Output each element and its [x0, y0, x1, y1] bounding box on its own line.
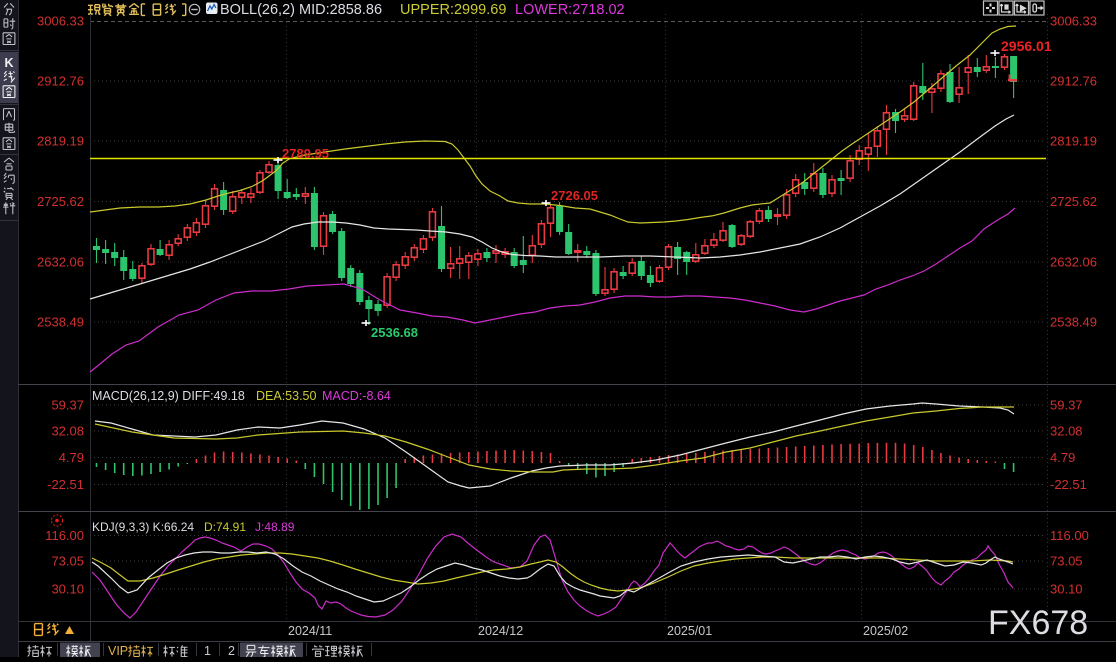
svg-text:2725.62: 2725.62 — [1050, 194, 1097, 209]
svg-text:30.10: 30.10 — [51, 582, 84, 597]
svg-text:116.00: 116.00 — [45, 528, 84, 543]
svg-text:2025/02: 2025/02 — [863, 624, 908, 638]
svg-text:2538.49: 2538.49 — [1050, 315, 1097, 330]
svg-text:2956.01: 2956.01 — [1001, 38, 1052, 54]
svg-text:FX678: FX678 — [988, 604, 1088, 642]
svg-text:2538.49: 2538.49 — [37, 315, 84, 330]
svg-text:4.79: 4.79 — [1050, 450, 1075, 465]
svg-text:DEA:53.50: DEA:53.50 — [256, 389, 317, 403]
svg-text:K: K — [4, 56, 13, 70]
svg-text:MACD:-8.64: MACD:-8.64 — [322, 389, 391, 403]
svg-text:2024/11: 2024/11 — [288, 624, 332, 638]
svg-text:73.05: 73.05 — [1050, 554, 1083, 569]
svg-text:2725.62: 2725.62 — [37, 194, 84, 209]
svg-text:32.08: 32.08 — [1050, 424, 1083, 439]
svg-text:BOLL(26,2) MID:2858.86: BOLL(26,2) MID:2858.86 — [220, 2, 382, 18]
svg-text:116.00: 116.00 — [1050, 528, 1089, 543]
svg-text:3006.33: 3006.33 — [1050, 14, 1097, 29]
svg-text:J:48.89: J:48.89 — [255, 520, 295, 534]
svg-text:-22.51: -22.51 — [47, 477, 84, 492]
svg-text:2024/12: 2024/12 — [478, 624, 523, 638]
svg-text:30.10: 30.10 — [1050, 582, 1083, 597]
svg-text:D:74.91: D:74.91 — [204, 520, 246, 534]
svg-text:2632.06: 2632.06 — [1050, 255, 1097, 270]
svg-text:2912.76: 2912.76 — [1050, 74, 1097, 89]
svg-text:VIP: VIP — [108, 644, 128, 657]
svg-text:2819.19: 2819.19 — [37, 134, 84, 149]
svg-text:2789.95: 2789.95 — [282, 146, 329, 161]
svg-text:59.37: 59.37 — [1050, 398, 1083, 413]
svg-text:KDJ(9,3,3) K:66.24: KDJ(9,3,3) K:66.24 — [92, 520, 194, 534]
svg-text:3006.33: 3006.33 — [37, 14, 84, 29]
svg-text:2536.68: 2536.68 — [371, 325, 418, 340]
svg-text:2: 2 — [228, 644, 235, 657]
svg-text:1: 1 — [204, 644, 211, 657]
svg-text:2819.19: 2819.19 — [1050, 134, 1097, 149]
svg-text:2632.06: 2632.06 — [37, 255, 84, 270]
svg-text:UPPER:2999.69: UPPER:2999.69 — [400, 2, 506, 18]
svg-text:59.37: 59.37 — [51, 398, 84, 413]
svg-text:LOWER:2718.02: LOWER:2718.02 — [515, 2, 625, 18]
svg-text:2912.76: 2912.76 — [37, 74, 84, 89]
svg-text:MACD(26,12,9) DIFF:49.18: MACD(26,12,9) DIFF:49.18 — [92, 389, 245, 403]
svg-text:4.79: 4.79 — [59, 450, 84, 465]
svg-text:73.05: 73.05 — [51, 554, 84, 569]
svg-text:2025/01: 2025/01 — [667, 624, 712, 638]
svg-text:32.08: 32.08 — [51, 424, 84, 439]
svg-text:-22.51: -22.51 — [1050, 477, 1087, 492]
svg-text:2726.05: 2726.05 — [551, 188, 598, 203]
